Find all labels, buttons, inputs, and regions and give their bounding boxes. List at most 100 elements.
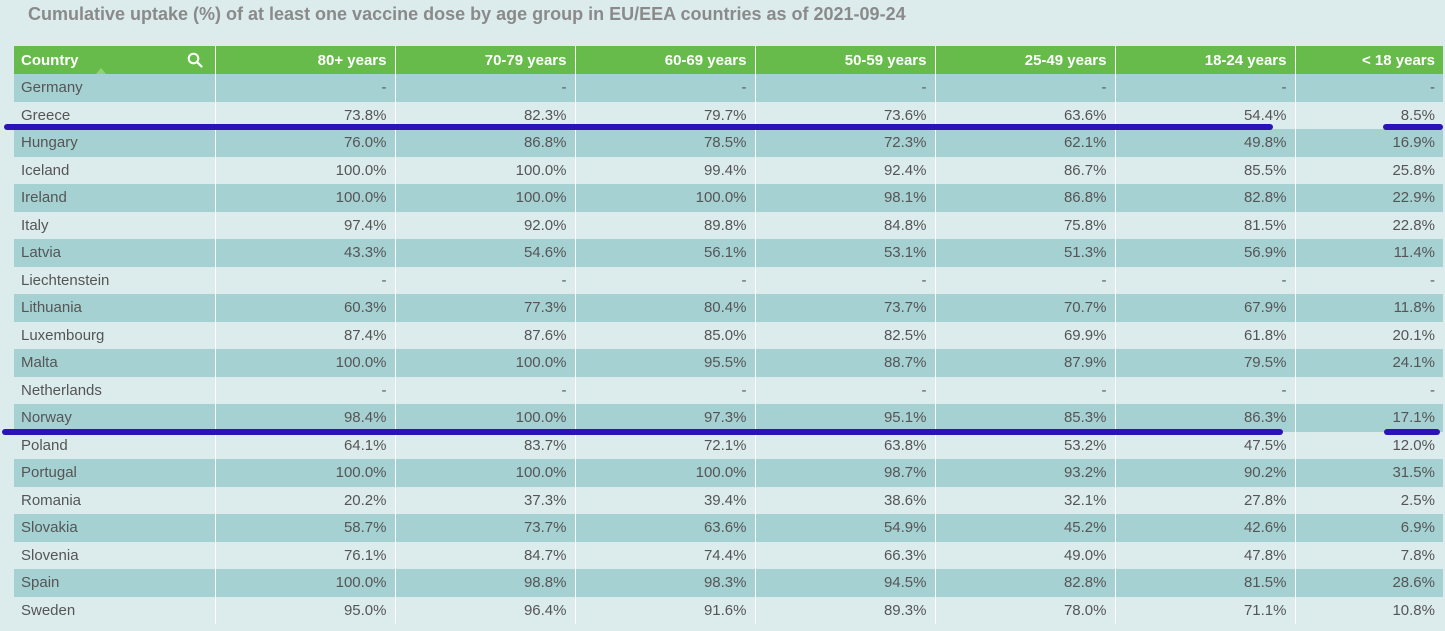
table-row: Latvia 43.3% 54.6% 56.1% 53.1% 51.3% 56.9% 11.4… [14,239,1443,267]
search-icon[interactable] [187,52,203,68]
cell-70-79: 98.8% [394,569,575,597]
cell-70-79: - [394,376,575,404]
cell-under-18: 7.8% [1294,541,1443,569]
cell-country: Portugal [14,459,215,487]
cell-60-69: 97.3% [574,404,755,432]
cell-country: Germany [14,74,215,102]
cell-25-49: 78.0% [934,596,1115,624]
table-row: Sweden 95.0% 96.4% 91.6% 89.3% 78.0% 71.1% 10.8… [14,596,1443,624]
cell-18-24: - [1114,266,1295,294]
cell-25-49: 69.9% [934,321,1115,349]
cell-18-24: 67.9% [1114,294,1295,322]
annotation-underline-norway [2,429,1283,435]
cell-under-18: 22.8% [1294,211,1443,239]
cell-50-59: 88.7% [754,349,935,377]
cell-18-24: 27.8% [1114,486,1295,514]
cell-18-24: 71.1% [1114,596,1295,624]
cell-80-plus: 76.1% [214,541,395,569]
cell-50-59: 66.3% [754,541,935,569]
cell-60-69: 39.4% [574,486,755,514]
cell-18-24: 47.5% [1114,431,1295,459]
cell-60-69: 78.5% [574,129,755,157]
cell-70-79: 92.0% [394,211,575,239]
cell-25-49: 87.9% [934,349,1115,377]
cell-80-plus: 100.0% [214,349,395,377]
cell-under-18: 16.9% [1294,129,1443,157]
cell-18-24: 47.8% [1114,541,1295,569]
cell-country: Netherlands [14,376,215,404]
annotation-underline-greece-under-18 [1383,124,1443,130]
cell-country: Slovenia [14,541,215,569]
column-header-60-69[interactable]: 60-69 years [574,46,755,74]
cell-18-24: 85.5% [1114,156,1295,184]
cell-18-24: 86.3% [1114,404,1295,432]
cell-country: Malta [14,349,215,377]
cell-70-79: 96.4% [394,596,575,624]
cell-70-79: 83.7% [394,431,575,459]
cell-50-59: 63.8% [754,431,935,459]
column-header-under-18[interactable]: < 18 years [1294,46,1443,74]
cell-country: Hungary [14,129,215,157]
table-row: Poland 64.1% 83.7% 72.1% 63.8% 53.2% 47.5% 12.0… [14,431,1443,459]
cell-70-79: 100.0% [394,349,575,377]
cell-50-59: 84.8% [754,211,935,239]
cell-50-59: 73.7% [754,294,935,322]
cell-25-49: 53.2% [934,431,1115,459]
sort-asc-icon[interactable] [96,68,106,74]
cell-80-plus: 100.0% [214,156,395,184]
cell-60-69: 95.5% [574,349,755,377]
table-body: Germany - - - - - - - Greece 73.8% 82.3% 79.7% 73.6%… [14,74,1443,624]
cell-80-plus: 58.7% [214,514,395,542]
cell-under-18: 10.8% [1294,596,1443,624]
cell-50-59: - [754,266,935,294]
column-header-18-24[interactable]: 18-24 years [1114,46,1295,74]
cell-50-59: 53.1% [754,239,935,267]
cell-18-24: 90.2% [1114,459,1295,487]
column-header-70-79[interactable]: 70-79 years [394,46,575,74]
cell-country: Romania [14,486,215,514]
cell-country: Latvia [14,239,215,267]
column-header-country[interactable]: Country [14,46,215,74]
cell-50-59: - [754,376,935,404]
cell-under-18: 22.9% [1294,184,1443,212]
cell-country: Liechtenstein [14,266,215,294]
table-row: Netherlands - - - - - - - [14,376,1443,404]
cell-25-49: 70.7% [934,294,1115,322]
table-row: Spain 100.0% 98.8% 98.3% 94.5% 82.8% 81.5% 28.6… [14,569,1443,597]
column-header-50-59[interactable]: 50-59 years [754,46,935,74]
cell-25-49: 32.1% [934,486,1115,514]
cell-50-59: 94.5% [754,569,935,597]
cell-country: Poland [14,431,215,459]
vaccine-uptake-table-container: Country 80+ years 70-79 years 60-69 year… [14,46,1443,624]
chart-title: Cumulative uptake (%) of at least one va… [28,4,906,24]
cell-60-69: 91.6% [574,596,755,624]
cell-60-69: 72.1% [574,431,755,459]
cell-60-69: - [574,266,755,294]
cell-80-plus: 97.4% [214,211,395,239]
cell-under-18: - [1294,74,1443,102]
column-header-25-49[interactable]: 25-49 years [934,46,1115,74]
cell-under-18: 6.9% [1294,514,1443,542]
cell-18-24: 56.9% [1114,239,1295,267]
cell-50-59: 54.9% [754,514,935,542]
cell-60-69: 98.3% [574,569,755,597]
cell-50-59: 38.6% [754,486,935,514]
cell-25-49: - [934,266,1115,294]
cell-50-59: 98.7% [754,459,935,487]
cell-60-69: 74.4% [574,541,755,569]
annotation-underline-norway-under-18 [1384,429,1440,435]
column-header-label: Country [21,51,79,69]
cell-80-plus: - [214,266,395,294]
cell-50-59: 98.1% [754,184,935,212]
cell-under-18: - [1294,266,1443,294]
cell-country: Spain [14,569,215,597]
cell-80-plus: 76.0% [214,129,395,157]
cell-18-24: 79.5% [1114,349,1295,377]
cell-70-79: 100.0% [394,404,575,432]
cell-under-18: 2.5% [1294,486,1443,514]
cell-25-49: 49.0% [934,541,1115,569]
cell-25-49: 93.2% [934,459,1115,487]
cell-60-69: 99.4% [574,156,755,184]
column-header-80-plus[interactable]: 80+ years [214,46,395,74]
cell-70-79: - [394,266,575,294]
